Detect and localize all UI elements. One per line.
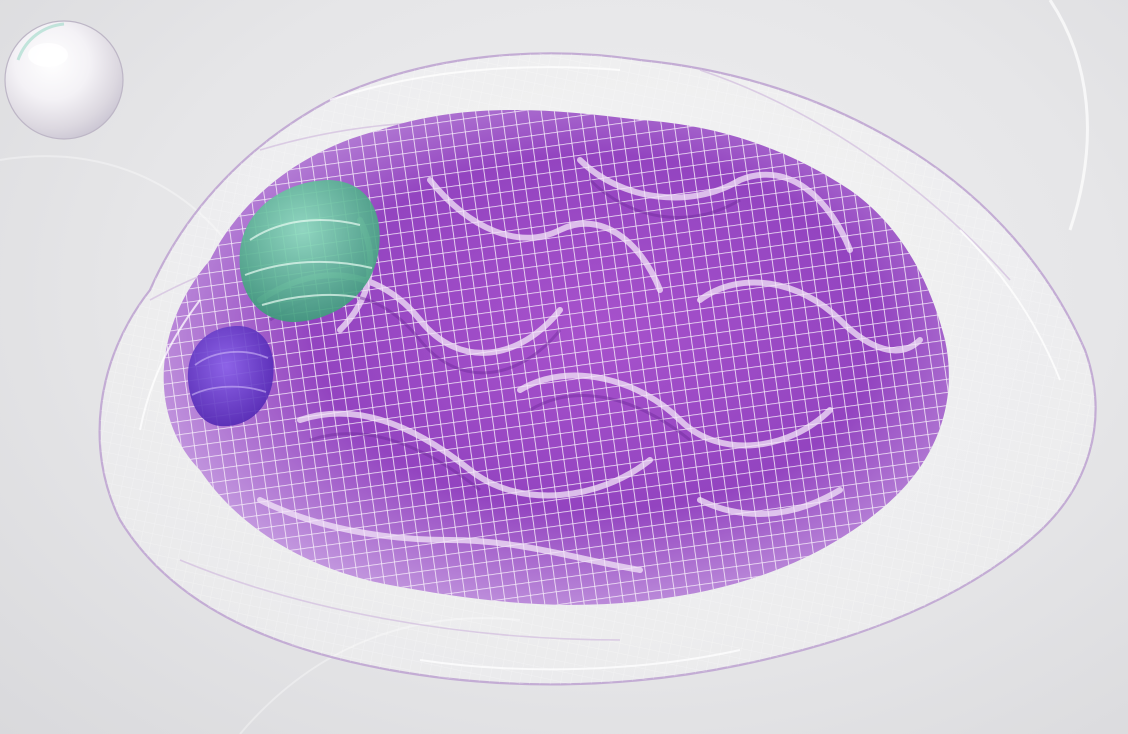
bubble-sphere-icon (4, 20, 124, 140)
shell-highlights (139, 66, 1061, 671)
green-lobe-icon (239, 180, 380, 322)
violet-lobe-icon (187, 325, 274, 427)
